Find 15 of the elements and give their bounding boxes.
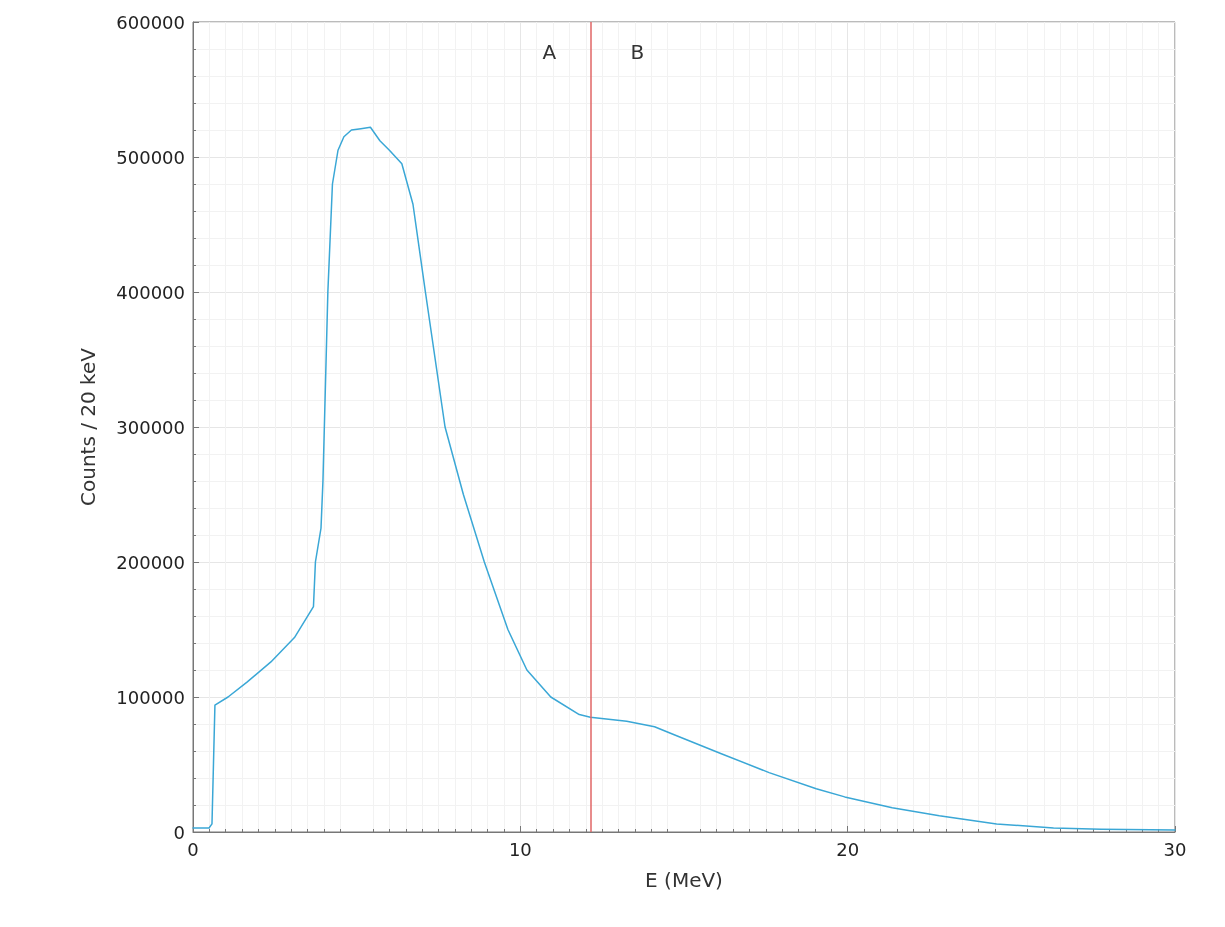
annotation: B	[630, 40, 645, 64]
y-tick-label: 100000	[116, 686, 185, 708]
annotation: A	[542, 40, 557, 64]
y-tick-label: 500000	[116, 146, 185, 168]
x-tick-label: 30	[1163, 838, 1187, 860]
y-tick-label: 600000	[116, 11, 185, 33]
y-tick-label: 0	[173, 821, 185, 843]
y-axis-title: Counts / 20 keV	[76, 347, 100, 506]
y-tick-label: 400000	[116, 281, 185, 303]
y-tick-label: 200000	[116, 551, 185, 573]
x-axis-title: E (MeV)	[645, 868, 723, 892]
x-tick-label: 0	[187, 838, 199, 860]
y-tick-label: 300000	[116, 416, 185, 438]
x-tick-label: 20	[836, 838, 860, 860]
x-tick-label: 10	[508, 838, 532, 860]
